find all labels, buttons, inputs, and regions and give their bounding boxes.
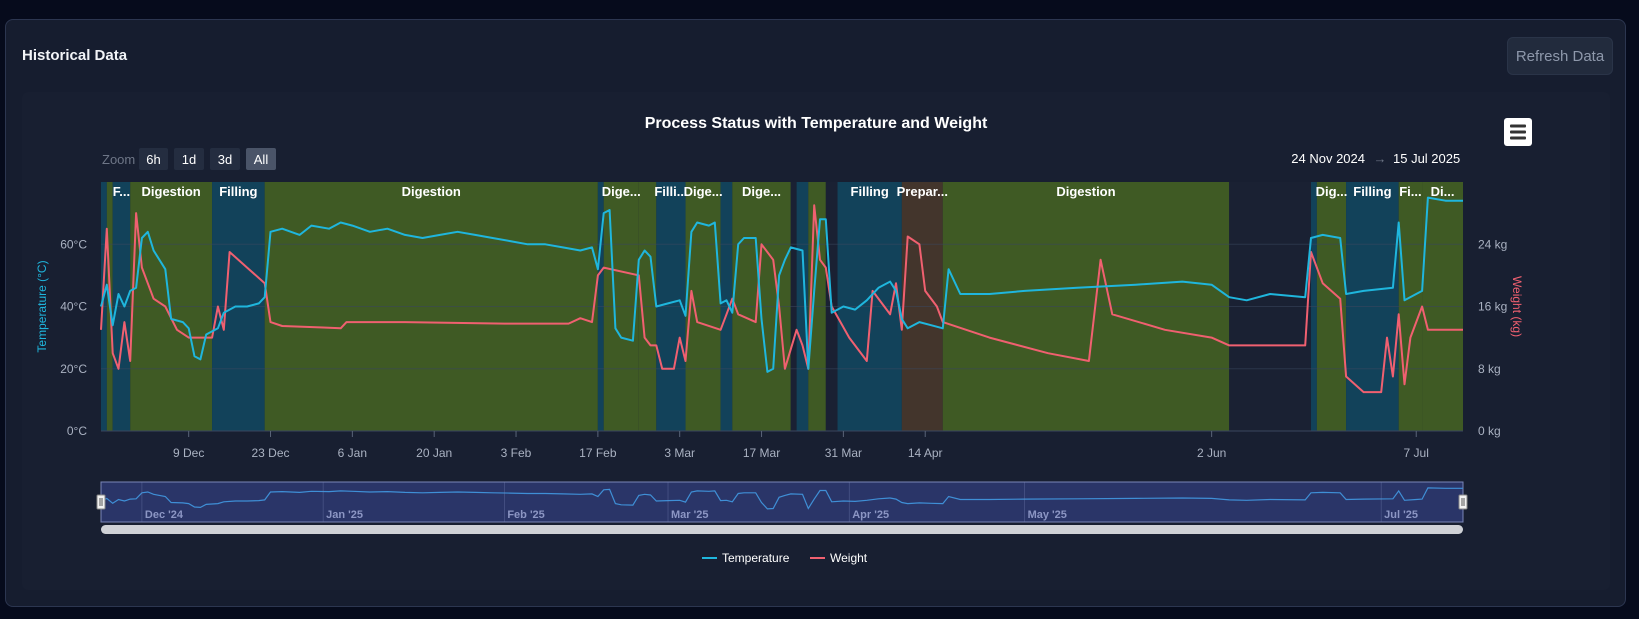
menu-icon-bar [1510, 130, 1526, 134]
navigator-label: May '25 [1028, 509, 1067, 521]
phase-label: Filli... [654, 184, 687, 199]
zoom-button-label[interactable]: All [254, 152, 269, 167]
phase-label: Dige... [602, 184, 641, 199]
navigator-series-line [100, 487, 1463, 510]
navigator-label: Dec '24 [145, 509, 184, 521]
historical-data-panel: Historical Data Refresh Data Process Sta… [5, 19, 1626, 607]
chart-menu-button[interactable] [1504, 118, 1532, 146]
x-tick-label: 20 Jan [416, 446, 452, 460]
y-axis-left: 0°C 20°C 40°C 60°C Temperature (°C) [35, 237, 87, 438]
x-axis: 9 Dec 23 Dec 6 Jan 20 Jan 3 Feb 17 Feb 3 Mar 17… [101, 430, 1463, 460]
navigator-handle-right[interactable] [1458, 494, 1468, 510]
y-left-tick-label: 20°C [60, 362, 87, 376]
zoom-button-bg[interactable] [210, 148, 240, 170]
x-tick-label: 9 Dec [173, 446, 204, 460]
navigator-label: Feb '25 [507, 509, 544, 521]
legend-item-temperature[interactable]: Temperature [702, 551, 790, 565]
legend-label[interactable]: Temperature [722, 551, 790, 565]
range-arrow-icon: → [1374, 151, 1387, 166]
navigator-handle-left[interactable] [96, 494, 106, 510]
zoom-label: Zoom [102, 152, 135, 167]
range-navigator[interactable]: Dec '24 Jan '25 Feb '25 Mar '25 Apr '25 May '… [96, 481, 1468, 523]
navigator-label: Jan '25 [326, 509, 363, 521]
phase-label: Fi... [1399, 184, 1421, 199]
zoom-button-label[interactable]: 6h [146, 152, 160, 167]
x-tick-label: 2 Jun [1197, 446, 1226, 460]
grid [101, 243, 1463, 370]
legend-item-weight[interactable]: Weight [810, 551, 868, 565]
x-tick-label: 17 Feb [579, 446, 617, 460]
phase-label: Dige... [684, 184, 723, 199]
phase-label: Filling [851, 184, 889, 199]
y-right-tick-label: 8 kg [1478, 362, 1501, 376]
refresh-data-button[interactable]: Refresh Data [1507, 37, 1613, 75]
hamburger-menu-icon[interactable] [1510, 124, 1526, 140]
phase-label: Digestion [402, 184, 461, 199]
y-left-tick-label: 0°C [67, 424, 87, 438]
phase-label: Dige... [742, 184, 781, 199]
y-left-tick-label: 40°C [60, 300, 87, 314]
zoom-button-6h[interactable]: 6h [139, 148, 168, 170]
y-right-axis-title: Weight (kg) [1510, 276, 1524, 337]
navigator-label: Apr '25 [852, 509, 889, 521]
phase-label: Digestion [142, 184, 201, 199]
x-tick-label: 3 Mar [664, 446, 695, 460]
phase-label: Digestion [1056, 184, 1115, 199]
phase-label: Prepar... [897, 184, 948, 199]
chart-svg: Process Status with Temperature and Weig… [35, 115, 1532, 565]
temperature-series-line [100, 196, 1463, 373]
zoom-button-1d[interactable]: 1d [174, 148, 204, 170]
x-tick-label: 6 Jan [338, 446, 367, 460]
range-to-input[interactable]: 15 Jul 2025 [1393, 151, 1460, 166]
y-left-tick-label: 60°C [60, 237, 87, 251]
y-right-tick-label: 24 kg [1478, 237, 1507, 251]
x-tick-label: 7 Jul [1404, 446, 1429, 460]
phase-label: Di... [1431, 184, 1455, 199]
navigator-handle-body[interactable] [96, 494, 106, 510]
menu-icon-bar [1510, 124, 1526, 128]
navigator-label: Jul '25 [1384, 509, 1418, 521]
range-from-input[interactable]: 24 Nov 2024 [1291, 151, 1365, 166]
x-tick-label: 14 Apr [908, 446, 943, 460]
zoom-button-bg[interactable] [246, 148, 276, 170]
y-left-axis-title: Temperature (°C) [35, 260, 49, 352]
zoom-button-label[interactable]: 3d [218, 152, 232, 167]
panel-title: Historical Data [22, 47, 128, 64]
zoom-button-bg[interactable] [139, 148, 168, 170]
y-right-tick-label: 0 kg [1478, 424, 1501, 438]
x-tick-label: 17 Mar [743, 446, 780, 460]
chart-card: Process Status with Temperature and Weig… [22, 92, 1610, 590]
chart-legend: Temperature Weight [702, 551, 868, 565]
phase-label: Filling [1353, 184, 1391, 199]
x-tick-label: 23 Dec [252, 446, 290, 460]
navigator-handle-body[interactable] [1458, 494, 1468, 510]
chart-title: Process Status with Temperature and Weig… [645, 115, 988, 132]
navigator-scrollbar[interactable] [101, 525, 1463, 534]
phase-label: Filling [219, 184, 257, 199]
navigator-window[interactable] [100, 481, 1464, 523]
weight-series-line [100, 204, 1463, 394]
zoom-button-3d[interactable]: 3d [210, 148, 240, 170]
y-right-tick-label: 16 kg [1478, 300, 1507, 314]
navigator-label: Mar '25 [671, 509, 708, 521]
menu-icon-bar [1510, 136, 1526, 140]
zoom-button-bg[interactable] [174, 148, 204, 170]
phase-label: Dig... [1316, 184, 1348, 199]
legend-label[interactable]: Weight [830, 551, 868, 565]
zoom-button-label[interactable]: 1d [182, 152, 196, 167]
zoom-button-All[interactable]: All [246, 148, 276, 170]
x-tick-label: 31 Mar [825, 446, 862, 460]
y-axis-right: 0 kg 8 kg 16 kg 24 kg Weight (kg) [1478, 237, 1524, 438]
x-tick-label: 3 Feb [501, 446, 532, 460]
phase-label: F... [113, 184, 130, 199]
